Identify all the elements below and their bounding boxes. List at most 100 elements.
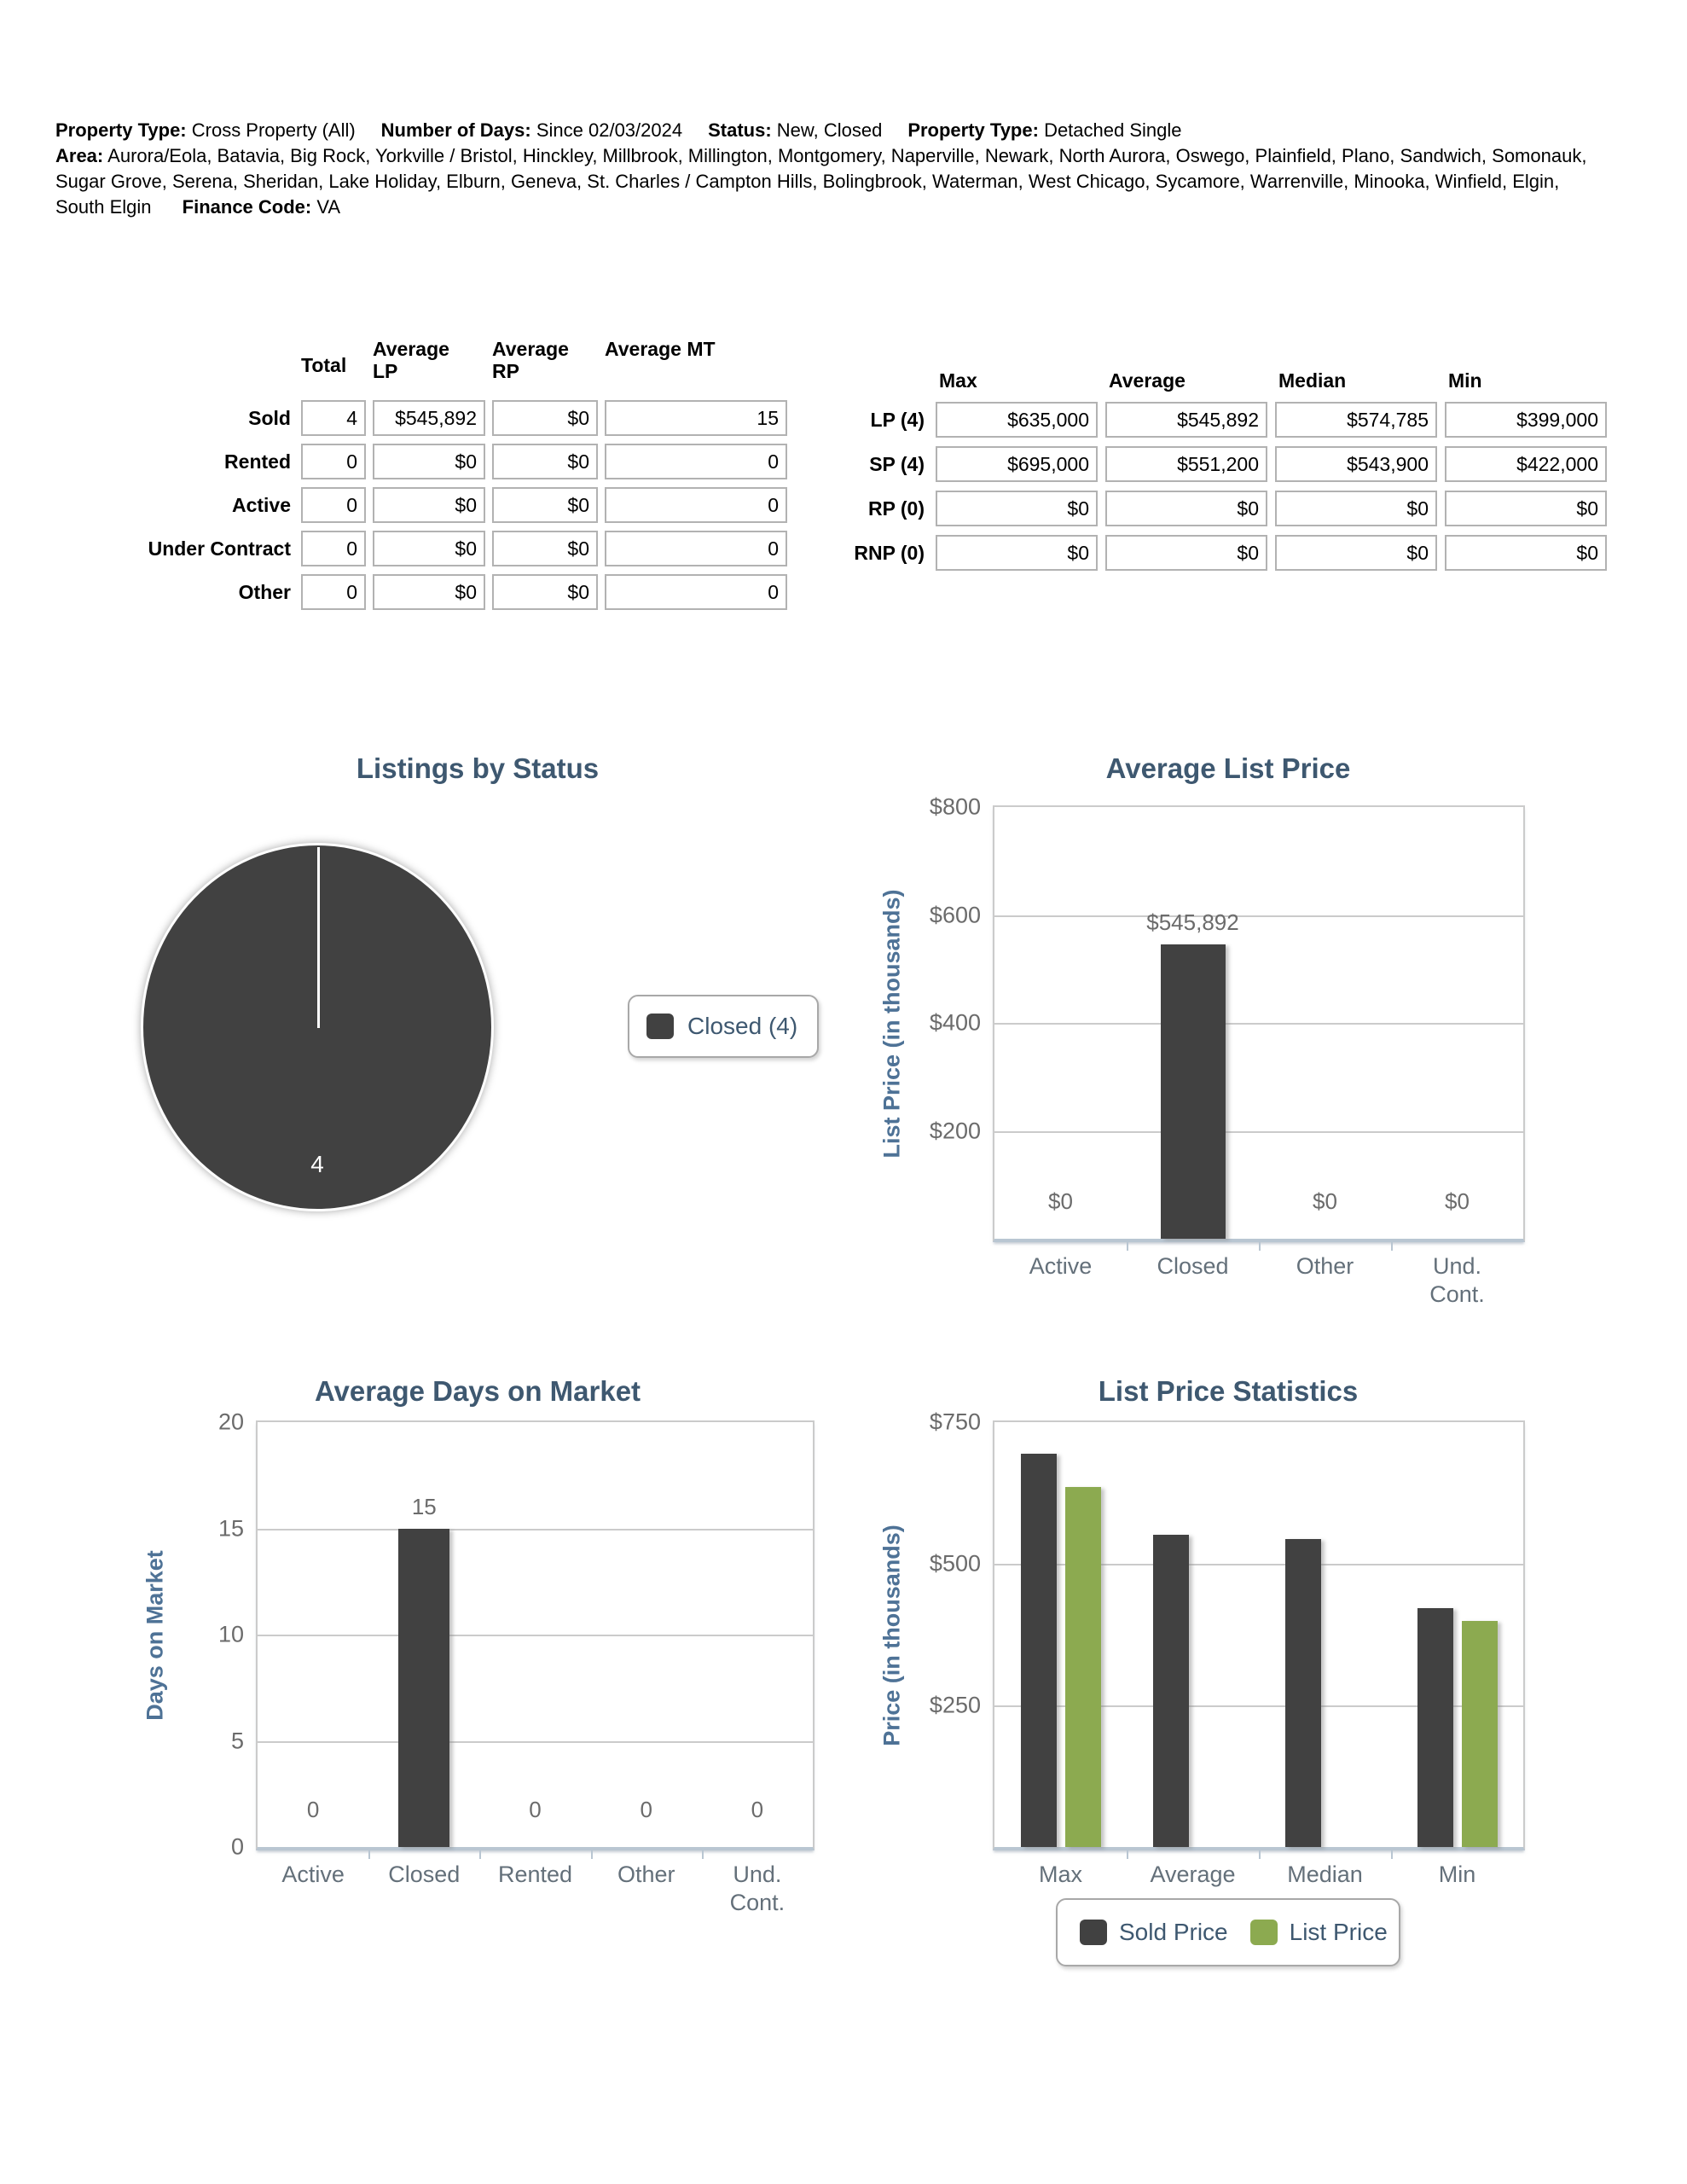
data-label: $0 [1048,1188,1073,1214]
row-label-lp: LP (4) [870,409,925,431]
y-tick-200: $200 [929,1118,981,1143]
data-label: $545,892 [1146,909,1239,935]
x-tick-mark [590,1847,593,1859]
y-tick-400: $400 [929,1009,981,1036]
legend-label-closed: Closed (4) [687,1013,798,1039]
cell-uc-avg-rp: $0 [492,531,598,566]
x-label-median: Median [1287,1862,1363,1887]
cell-other-avg-rp: $0 [492,574,598,610]
x-label-active: Active [1029,1253,1093,1279]
y-tick-15: 15 [217,1515,244,1541]
row-label-sold: Sold [248,407,291,429]
column-header-average: Average [1109,369,1186,392]
data-label: $0 [1445,1188,1470,1214]
bar-group-max [994,1422,1127,1847]
filter-area: Area: Aurora/Eola, Batavia, Big Rock, Yo… [55,143,1603,220]
bar-slot-other: $0 [1259,807,1391,1239]
price-stats-table: Max Average Median Min LP (4) $635,000 $… [843,369,1607,571]
column-header-max: Max [939,369,977,392]
y-tick-250: $250 [929,1692,981,1718]
bar-slot-closed: $545,892 [1127,807,1259,1239]
cell-active-avg-mt: 0 [605,487,787,523]
bar-slot-active: 0 [258,1422,368,1847]
bar-slot-und-cont: $0 [1391,807,1523,1239]
cell-active-avg-lp: $0 [373,487,485,523]
gridline [994,1130,1523,1133]
bar-sold-price-max [1020,1453,1057,1847]
filter-value: Cross Property (All) [191,119,356,141]
bar-sold-price-average [1152,1535,1189,1847]
gridline [258,1740,813,1743]
filter-status: Status: New, Closed [708,119,882,141]
y-axis-label: Days on Market [142,1550,168,1721]
cell-rented-avg-lp: $0 [373,444,485,479]
cell-sp-median: $543,900 [1275,446,1437,482]
gridline [258,1528,813,1531]
y-axis-label: List Price (in thousands) [878,889,905,1159]
report-filters: Property Type: Cross Property (All) Numbe… [55,118,1603,220]
status-summary-table: Total Average LP Average RP Average MT S… [96,338,787,610]
x-tick-mark [701,1847,704,1859]
x-tick-mark [1127,1239,1128,1251]
pie-slice-boundary [317,847,320,1028]
chart-title: Listings by Status [356,752,600,784]
x-label-closed: Closed [1157,1253,1229,1279]
row-label-rnp: RNP (0) [854,542,925,564]
pie-value-label: 4 [310,1151,324,1177]
chart-title: Average Days on Market [314,1375,641,1407]
cell-sp-average: $551,200 [1105,446,1267,482]
bar-slot-closed: 15 [368,1422,479,1847]
filter-label: Property Type: [907,119,1039,141]
bar-slot-rented: 0 [479,1422,590,1847]
y-tick-5: 5 [230,1728,244,1753]
filter-value: Aurora/Eola, Batavia, Big Rock, Yorkvill… [55,145,1587,218]
cell-rented-avg-rp: $0 [492,444,598,479]
cell-sp-max: $695,000 [936,446,1098,482]
bar-closed [398,1528,450,1847]
cell-other-total: 0 [301,574,366,610]
filter-value: Detached Single [1044,119,1182,141]
x-axis-labels: Active Closed Other Und. Cont. [994,1252,1523,1309]
filter-label: Property Type: [55,119,187,141]
y-axis-label: Price (in thousands) [878,1525,905,1746]
cell-rp-min: $0 [1445,491,1607,526]
x-label-max: Max [1038,1862,1082,1887]
bar-chart-average-list-price: Average List Price List Price (in thousa… [853,752,1603,1350]
column-header-average-mt: Average MT [605,338,716,360]
bar-slot-active: $0 [994,807,1127,1239]
cell-rnp-average: $0 [1105,535,1267,571]
x-label-rented: Rented [497,1862,573,1887]
data-label: 0 [751,1797,764,1822]
spacer [96,338,294,392]
bar-sold-price-median [1284,1538,1321,1847]
cell-rnp-max: $0 [936,535,1098,571]
bar-list-price-min [1461,1621,1498,1847]
bar-chart-list-price-statistics: List Price Statistics Price (in thousand… [853,1375,1603,2058]
legend-label-list-price: List Price [1289,1919,1388,1945]
filter-label-finance-code: Finance Code: [182,196,312,218]
row-label-rented: Rented [224,450,291,473]
column-header-total: Total [301,354,347,376]
cell-other-avg-mt: 0 [605,574,787,610]
gridline [994,1705,1523,1708]
data-label: 15 [411,1493,437,1519]
y-tick-750: $750 [929,1409,981,1435]
cell-lp-min: $399,000 [1445,402,1607,438]
filter-value-finance-code: VA [316,196,341,218]
data-label: $0 [1313,1188,1337,1214]
x-tick-mark [1391,1239,1393,1251]
x-label-min: Min [1438,1862,1476,1887]
cell-active-total: 0 [301,487,366,523]
cell-uc-avg-lp: $0 [373,531,485,566]
data-label: 0 [529,1797,542,1822]
filter-label: Status: [708,119,772,141]
filter-number-of-days: Number of Days: Since 02/03/2024 [381,119,682,141]
y-tick-600: $600 [929,902,981,927]
legend: Closed (4) [628,995,819,1058]
bar-slot-other: 0 [591,1422,702,1847]
filter-label: Number of Days: [380,119,531,141]
x-label-average: Average [1150,1862,1236,1887]
y-tick-10: 10 [217,1621,244,1647]
cell-rnp-min: $0 [1445,535,1607,571]
